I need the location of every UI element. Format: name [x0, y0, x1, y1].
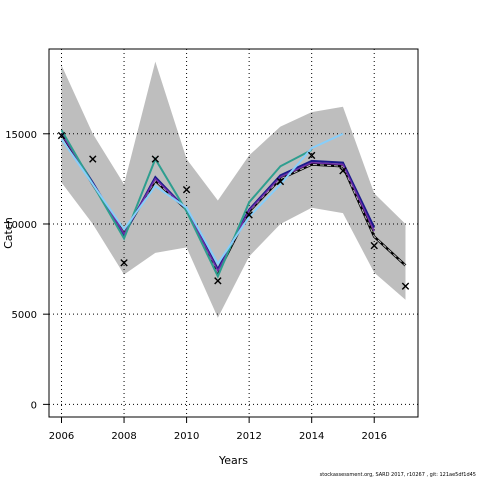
observation-marker-2011: [214, 277, 222, 285]
y-tick-label-0: 0: [31, 400, 37, 411]
x-tick-label-2006: 2006: [49, 431, 74, 442]
confidence-band: [61, 61, 406, 318]
observation-marker-2017: [401, 282, 410, 290]
observation-marker-2010: [182, 186, 191, 194]
x-tick-label-2012: 2012: [236, 431, 261, 442]
observation-marker-2006: [57, 131, 66, 140]
x-tick-label-2008: 2008: [111, 431, 136, 442]
y-tick-label-15000: 15000: [5, 130, 37, 141]
x-tick-label-2014: 2014: [299, 431, 324, 442]
x-axis-label: Years: [218, 454, 248, 467]
observation-marker-2009: [151, 155, 160, 163]
x-tick-label-2010: 2010: [174, 431, 199, 442]
series-line-2: [60, 133, 375, 273]
observation-marker-2016: [370, 241, 378, 250]
observation-marker-2015: [339, 167, 347, 175]
axis-layer: 2006 2008 2010 2012 2014 2016 0 5000 10000 15000: [5, 130, 387, 442]
series-layer: [60, 129, 407, 279]
observation-marker-2007: [89, 155, 97, 163]
plot-frame: [48, 48, 419, 418]
y-axis-label: Catch: [2, 217, 15, 249]
observation-marker-2012: [245, 211, 253, 219]
x-tick-label-2016: 2016: [361, 431, 386, 442]
observation-layer: [57, 131, 410, 290]
y-tick-label-5000: 5000: [12, 310, 37, 321]
observation-marker-2013: [276, 177, 285, 186]
series-line-3: [60, 129, 313, 279]
observation-marker-2014: [307, 151, 316, 160]
confidence-band-layer: [61, 61, 406, 318]
observation-marker-2008: [120, 259, 128, 267]
y-tick-label-10000: 10000: [5, 220, 37, 231]
footer-credit: stockassessment.org, SARD 2017, r10267 ,…: [319, 472, 476, 478]
series-line-4: [60, 132, 344, 266]
